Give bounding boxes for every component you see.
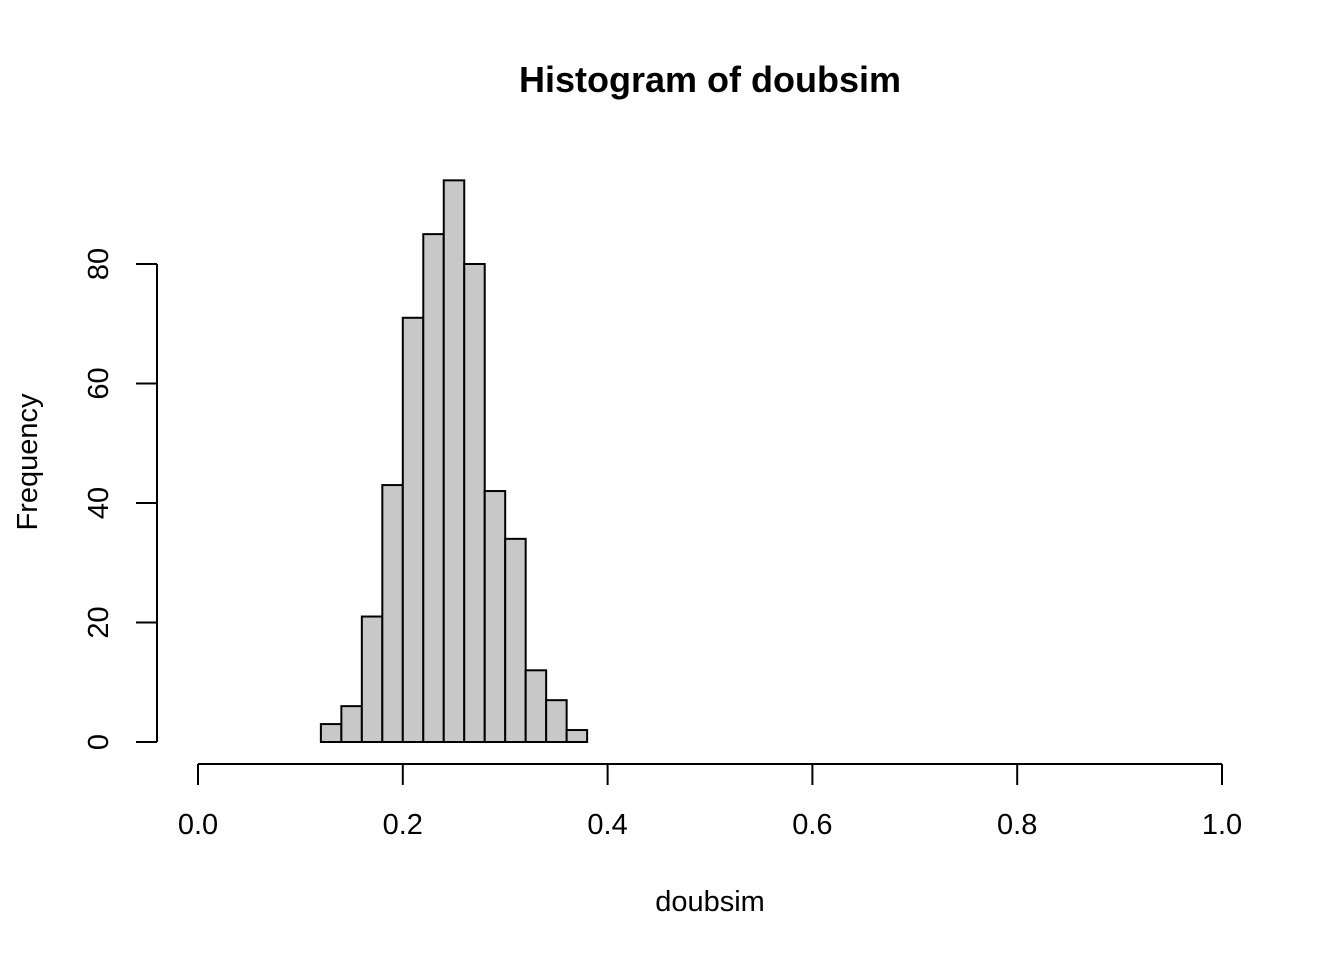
- chart-title: Histogram of doubsim: [519, 59, 901, 100]
- histogram-bar: [422, 233, 445, 743]
- histogram-bar: [360, 615, 384, 744]
- x-tick-label: 0.6: [792, 809, 832, 841]
- histogram-bar: [319, 723, 343, 744]
- histogram-bar: [381, 484, 404, 743]
- histogram-bar: [483, 490, 507, 743]
- x-axis: 0.0 0.2 0.4 0.6 0.8 1.0: [178, 763, 1242, 841]
- histogram-bar: [504, 537, 527, 743]
- x-axis-label: doubsim: [655, 886, 765, 918]
- bars-layer: [319, 179, 589, 744]
- histogram-bar: [524, 669, 548, 743]
- histogram-bar: [545, 699, 568, 743]
- histogram-bar: [442, 179, 466, 744]
- y-tick-label: 40: [83, 487, 115, 519]
- x-tick-label: 0.0: [178, 809, 218, 841]
- x-tick-label: 0.4: [587, 809, 627, 841]
- y-axis: 0 20 40 60 80: [83, 248, 158, 750]
- y-axis-label: Frequency: [12, 393, 44, 531]
- histogram-bar: [463, 263, 486, 743]
- x-tick-label: 1.0: [1202, 809, 1242, 841]
- histogram-bar: [565, 729, 589, 743]
- x-tick-label: 0.8: [997, 809, 1037, 841]
- y-tick-label: 60: [83, 367, 115, 399]
- y-tick-label: 20: [83, 606, 115, 638]
- y-tick-label: 80: [83, 248, 115, 280]
- y-tick-label: 0: [83, 734, 115, 750]
- x-tick-label: 0.2: [383, 809, 423, 841]
- histogram-bar: [401, 316, 425, 743]
- histogram-bar: [340, 705, 363, 744]
